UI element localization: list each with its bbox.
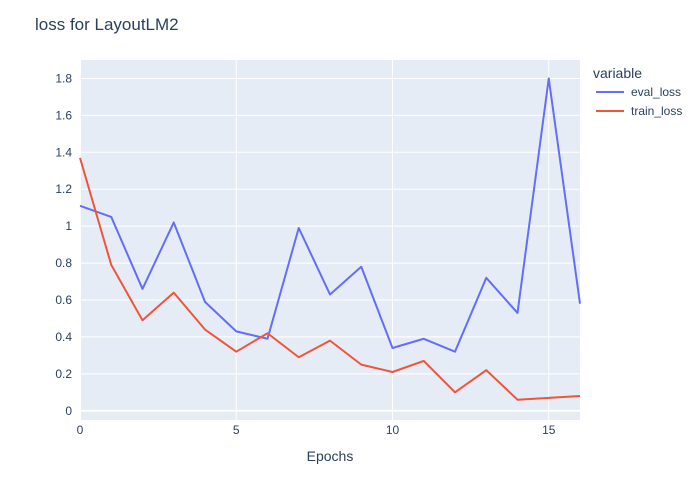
series-lines	[79, 77, 581, 401]
y-tick-label: 0.2	[55, 367, 72, 381]
y-tick-label: 0.8	[55, 256, 72, 270]
y-axis-ticks: 0 0.2 0.4 0.6 0.8 1 1.2 1.4 1.6 1.8	[55, 71, 72, 417]
y-tick-label: 0	[65, 404, 72, 418]
y-tick-label: 0.4	[55, 330, 72, 344]
legend-title: variable	[593, 65, 642, 81]
x-axis-title: Epochs	[307, 448, 354, 464]
y-tick-label: 0.6	[55, 293, 72, 307]
series-line-eval-loss	[79, 77, 581, 353]
y-tick-label: 1.4	[55, 145, 72, 159]
legend-label: train_loss	[631, 104, 682, 118]
x-tick-label: 15	[542, 423, 556, 437]
y-tick-label: 1.2	[55, 182, 72, 196]
chart-title: loss for LayoutLM2	[35, 15, 179, 34]
x-axis-ticks: 0 5 10 15	[77, 423, 556, 437]
series-line-train-loss	[79, 157, 581, 401]
legend-item-train-loss[interactable]: train_loss	[596, 104, 682, 118]
plot-area	[80, 60, 580, 420]
x-tick-label: 0	[77, 423, 84, 437]
y-tick-label: 1.8	[55, 71, 72, 85]
x-tick-label: 5	[233, 423, 240, 437]
legend[interactable]: variable eval_loss train_loss	[593, 65, 682, 118]
legend-label: eval_loss	[631, 85, 681, 99]
y-tick-label: 1	[65, 219, 72, 233]
legend-item-eval-loss[interactable]: eval_loss	[596, 85, 681, 99]
x-tick-label: 10	[386, 423, 400, 437]
gridlines	[79, 60, 580, 420]
y-tick-label: 1.6	[55, 108, 72, 122]
